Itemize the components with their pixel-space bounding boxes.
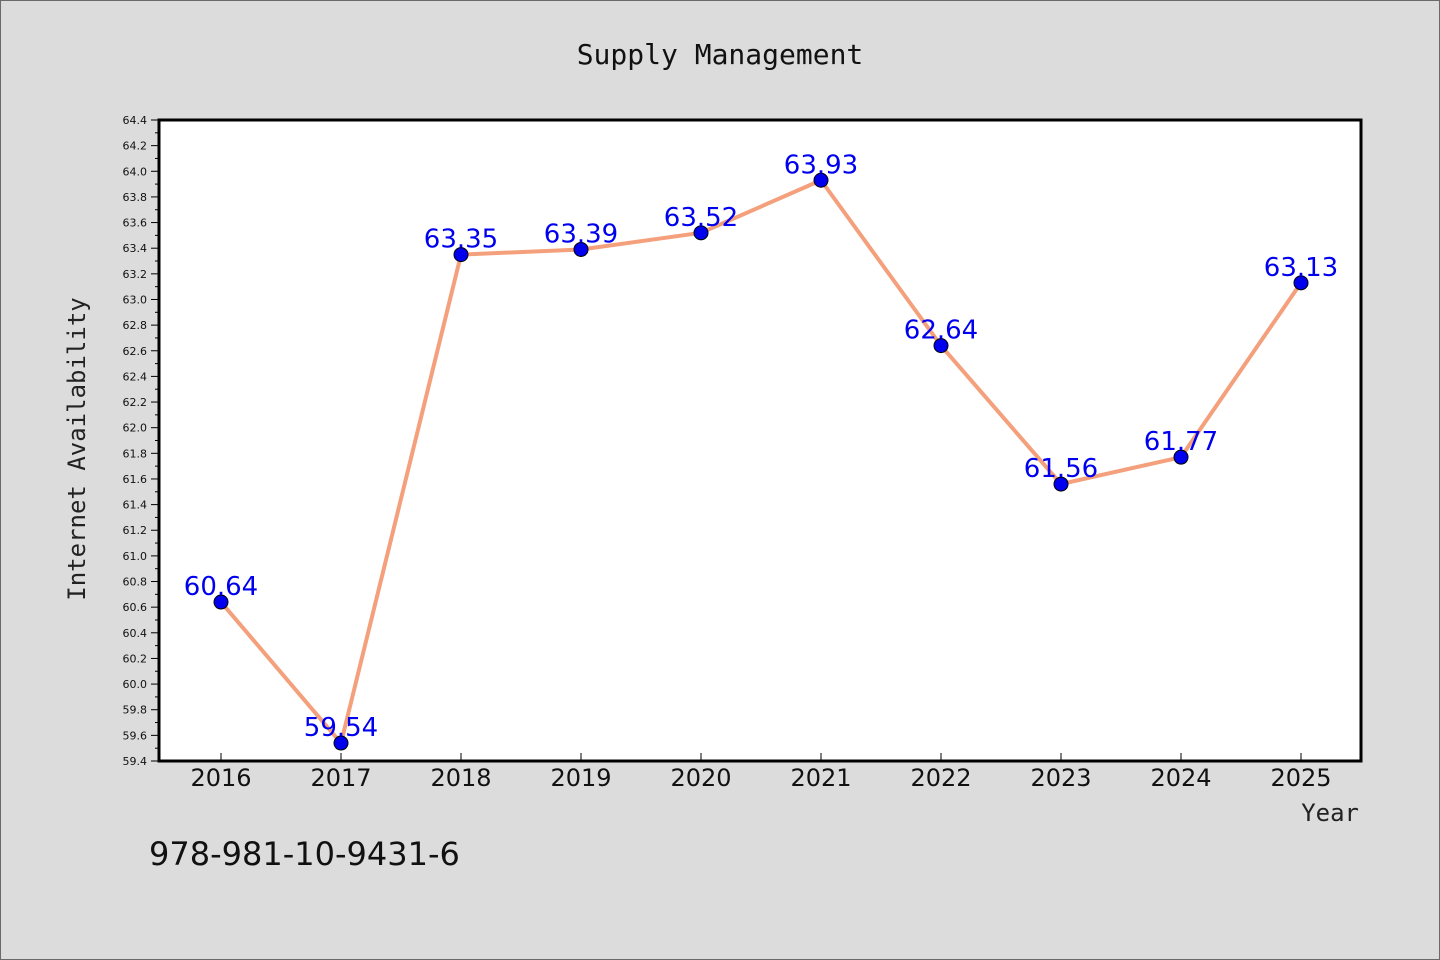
y-tick-label: 60.8 bbox=[123, 576, 148, 589]
y-tick-label: 60.6 bbox=[123, 601, 148, 614]
data-point bbox=[933, 338, 949, 354]
y-tick-label: 63.2 bbox=[123, 268, 148, 281]
y-tick-label: 59.8 bbox=[123, 704, 148, 717]
y-tick-label: 64.4 bbox=[123, 114, 148, 127]
y-tick-label: 61.0 bbox=[123, 550, 148, 563]
data-point bbox=[813, 172, 829, 188]
data-label: 61.77 bbox=[1144, 427, 1218, 457]
y-tick-label: 61.4 bbox=[123, 499, 148, 512]
data-point bbox=[1293, 275, 1309, 291]
y-tick-label: 62.6 bbox=[123, 345, 148, 358]
y-tick-label: 63.4 bbox=[123, 242, 148, 255]
data-label: 63.52 bbox=[664, 203, 738, 233]
data-point bbox=[333, 735, 349, 751]
data-point bbox=[213, 594, 229, 610]
x-tick-label: 2018 bbox=[430, 764, 491, 792]
y-tick-label: 61.6 bbox=[123, 473, 148, 486]
data-point bbox=[573, 241, 589, 257]
y-tick-label: 62.4 bbox=[123, 370, 148, 383]
plot-area bbox=[157, 118, 1363, 763]
y-tick-label: 61.2 bbox=[123, 524, 148, 537]
y-tick-label: 60.4 bbox=[123, 627, 148, 640]
data-label: 60.64 bbox=[184, 572, 258, 602]
data-label: 61.56 bbox=[1024, 454, 1098, 484]
x-tick-label: 2016 bbox=[190, 764, 251, 792]
data-labels: 60.64 59.54 63.35 63.39 63.52 63.93 62.64 61.56… bbox=[184, 150, 1338, 743]
y-tick-label: 64.0 bbox=[123, 165, 148, 178]
data-label: 63.39 bbox=[544, 219, 618, 249]
x-tick-label: 2019 bbox=[550, 764, 611, 792]
data-label: 63.93 bbox=[784, 150, 858, 180]
y-tick-label: 63.8 bbox=[123, 191, 148, 204]
y-tick-label: 60.2 bbox=[123, 652, 148, 665]
x-axis: 2016 2017 2018 2019 2020 2021 2022 2023 2024 2025 bbox=[190, 753, 1332, 792]
y-tick-label: 63.0 bbox=[123, 293, 148, 306]
x-tick-label: 2020 bbox=[670, 764, 731, 792]
data-point bbox=[1053, 476, 1069, 492]
data-point bbox=[693, 225, 709, 241]
chart-title: Supply Management bbox=[577, 38, 864, 71]
x-tick-label: 2025 bbox=[1270, 764, 1331, 792]
isbn-text: 978-981-10-9431-6 bbox=[149, 835, 460, 873]
data-label: 62.64 bbox=[904, 316, 978, 346]
data-label: 63.13 bbox=[1264, 253, 1338, 283]
y-tick-label: 64.2 bbox=[123, 140, 148, 153]
x-tick-label: 2017 bbox=[310, 764, 371, 792]
y-tick-label: 59.4 bbox=[123, 755, 148, 768]
x-axis-label: Year bbox=[1301, 799, 1359, 827]
y-axis-label: Internet Availability bbox=[63, 297, 91, 600]
x-tick-label: 2024 bbox=[1150, 764, 1211, 792]
data-label: 63.35 bbox=[424, 225, 498, 255]
y-tick-label: 62.8 bbox=[123, 319, 148, 332]
y-tick-label: 62.0 bbox=[123, 422, 148, 435]
y-axis: 59.4 59.6 59.8 60.0 60.2 60.4 60.6 60.8 61.0 61.2… bbox=[123, 114, 159, 768]
y-tick-label: 63.6 bbox=[123, 217, 148, 230]
data-markers bbox=[213, 172, 1309, 751]
data-label: 59.54 bbox=[304, 713, 378, 743]
series-line bbox=[219, 178, 1303, 746]
y-tick-label: 61.8 bbox=[123, 447, 148, 460]
x-tick-label: 2023 bbox=[1030, 764, 1091, 792]
data-point bbox=[1173, 449, 1189, 465]
y-tick-label: 60.0 bbox=[123, 678, 148, 691]
x-tick-label: 2022 bbox=[910, 764, 971, 792]
data-point bbox=[453, 247, 469, 263]
y-tick-label: 59.6 bbox=[123, 729, 148, 742]
x-tick-label: 2021 bbox=[790, 764, 851, 792]
y-tick-label: 62.2 bbox=[123, 396, 148, 409]
